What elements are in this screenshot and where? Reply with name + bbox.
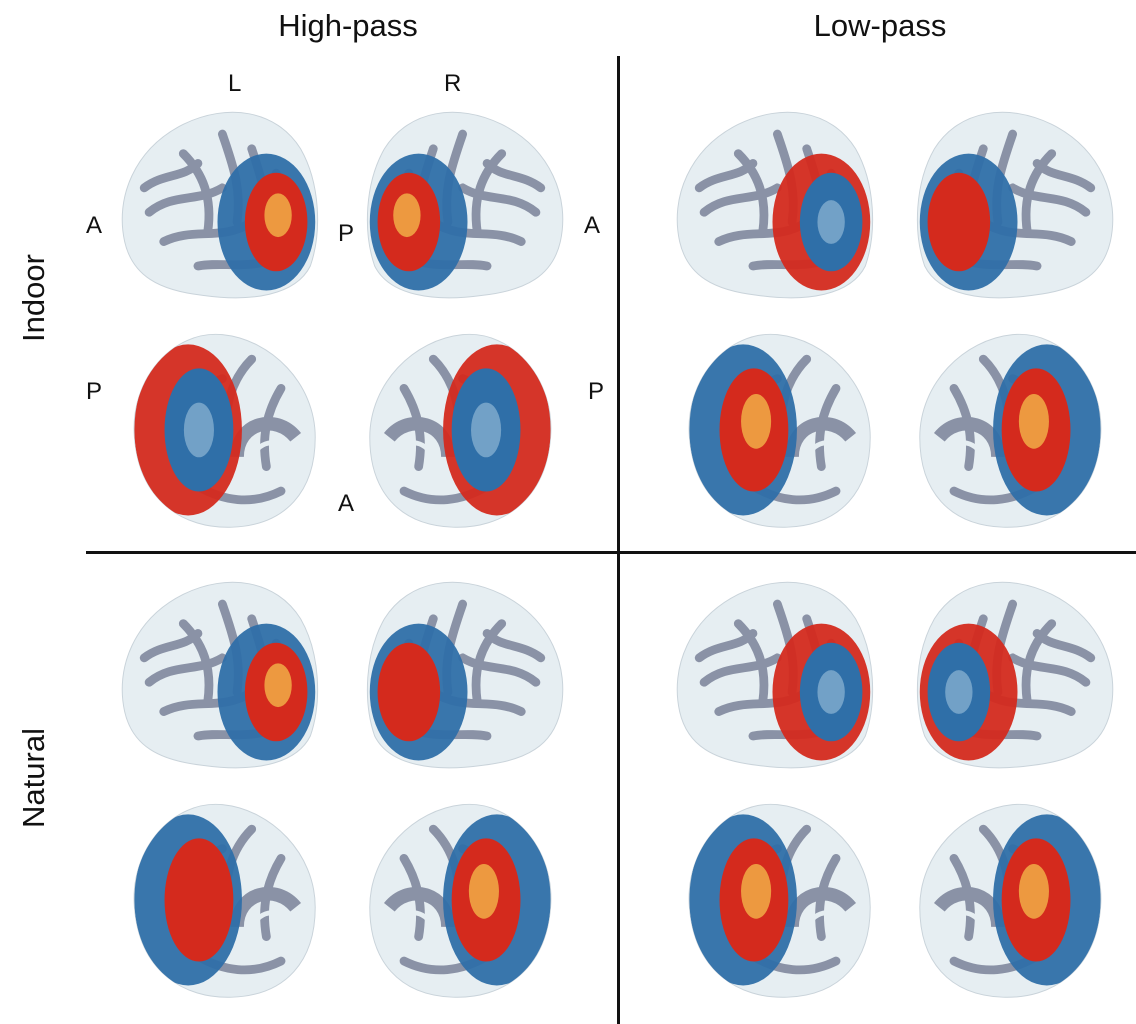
brain-highpass-natural-medial-right — [369, 803, 552, 998]
row-title-natural: Natural — [16, 728, 51, 828]
orientation-label-left: L — [228, 70, 242, 97]
brain-highpass-natural-lateral-right — [366, 581, 564, 769]
brain-lowpass-natural-medial-right — [919, 803, 1102, 998]
brain-lowpass-indoor-lateral-left — [676, 111, 874, 299]
orientation-label-right: R — [444, 70, 462, 97]
row-title-indoor: Indoor — [16, 254, 51, 342]
brain-highpass-indoor-lateral-right — [366, 111, 564, 299]
orientation-label-anterior-right: A — [584, 212, 601, 239]
column-title-lowpass: Low-pass — [813, 8, 947, 43]
horizontal-divider — [86, 551, 1136, 554]
brain-highpass-indoor-lateral-left — [121, 111, 319, 299]
brain-lowpass-natural-medial-left — [688, 803, 871, 998]
orientation-label-anterior-bottom: A — [338, 490, 355, 517]
brain-lowpass-indoor-lateral-right — [916, 111, 1114, 299]
column-title-highpass: High-pass — [278, 8, 418, 43]
brain-lowpass-natural-lateral-right — [916, 581, 1114, 769]
brain-lowpass-indoor-medial-right — [919, 333, 1102, 528]
brain-highpass-natural-medial-left — [133, 803, 316, 998]
orientation-label-posterior-center: P — [338, 220, 355, 247]
orientation-label-posterior-right: P — [588, 378, 605, 405]
brain-highpass-natural-lateral-left — [121, 581, 319, 769]
brain-lowpass-indoor-medial-left — [688, 333, 871, 528]
orientation-label-anterior-left: A — [86, 212, 103, 239]
brain-highpass-indoor-medial-right — [369, 333, 552, 528]
brain-highpass-indoor-medial-left — [133, 333, 316, 528]
vertical-divider — [617, 56, 620, 1024]
orientation-label-posterior-left: P — [86, 378, 103, 405]
brain-lowpass-natural-lateral-left — [676, 581, 874, 769]
